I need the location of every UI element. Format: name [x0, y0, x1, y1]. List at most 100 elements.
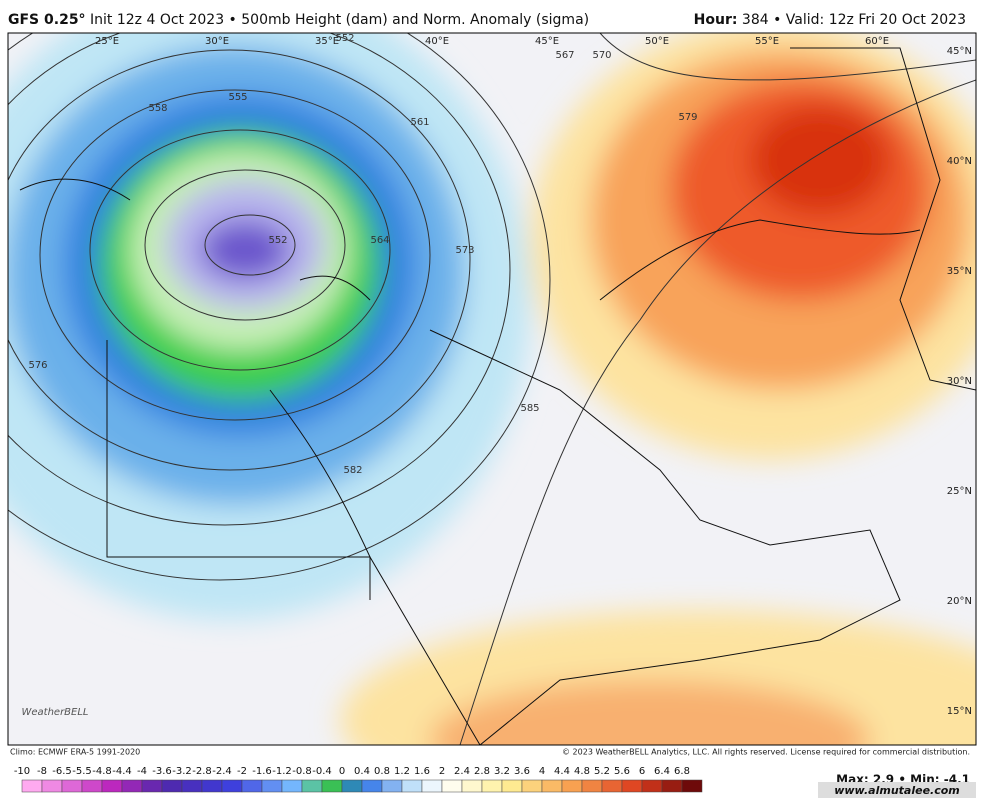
colorbar-label: 3.6: [514, 766, 530, 777]
colorbar-label: -2.4: [212, 766, 232, 777]
longitude-label: 50°E: [645, 36, 669, 47]
contour-label: 561: [410, 117, 429, 128]
colorbar-label: -1.2: [272, 766, 292, 777]
colorbar-label: 3.2: [494, 766, 510, 777]
colorbar-label: 2.4: [454, 766, 470, 777]
colorbar-label: 4.4: [554, 766, 570, 777]
longitude-label: 25°E: [95, 36, 119, 47]
contour-label: 579: [678, 112, 697, 123]
borders: [19, 47, 976, 745]
contour-label: 552: [335, 33, 354, 44]
border: [269, 389, 481, 745]
colorbar-swatch: [481, 779, 503, 793]
contour-label: 582: [343, 465, 362, 476]
colorbar-swatch: [621, 779, 643, 793]
contour-label: 585: [520, 403, 539, 414]
longitude-label: 30°E: [205, 36, 229, 47]
colorbar-label: -4.8: [92, 766, 112, 777]
header-left: GFS 0.25° Init 12z 4 Oct 2023 • 500mb He…: [8, 12, 589, 28]
colorbar-swatch: [401, 779, 423, 793]
climo: Climo: ECMWF ERA-5 1991-2020: [10, 748, 140, 757]
copyright: © 2023 WeatherBELL Analytics, LLC. All r…: [562, 748, 970, 757]
contour-label: 567: [555, 50, 574, 61]
latitude-label: 35°N: [947, 266, 972, 277]
map-frame: [7, 32, 977, 746]
header-text: Init 12z 4 Oct 2023 • 500mb Height (dam)…: [90, 12, 589, 28]
colorbar-swatch: [321, 779, 343, 793]
watermark-bg: [818, 782, 976, 798]
latitude-label: 20°N: [947, 596, 972, 607]
longitude-label: 35°E: [315, 36, 339, 47]
colorbar-label: 1.6: [414, 766, 430, 777]
colorbar-swatch: [161, 779, 183, 793]
field-purple: [200, 220, 290, 280]
colorbar-label: -0.8: [292, 766, 312, 777]
colorbar-swatch: [581, 779, 603, 793]
colorbar: -10 -8 -6.5 -5.5 -4.8 -4.4 -4 -3.6 -3.2 -2.8 -2.4-…: [14, 766, 703, 793]
colorbar-label: 6.8: [674, 766, 690, 777]
colorbar-label: -10: [14, 766, 30, 777]
colorbar-swatch: [301, 779, 323, 793]
colorbar-swatch: [241, 779, 263, 793]
contour-label: 558: [148, 103, 167, 114]
colorbar-label: -3.2: [172, 766, 192, 777]
border: [599, 219, 921, 301]
colorbar-swatch: [81, 779, 103, 793]
colorbar-label: 0.4: [354, 766, 370, 777]
contour: [8, 49, 471, 471]
model: GFS 0.25°: [8, 12, 86, 28]
watermark: www.almutalee.com: [834, 784, 960, 797]
colorbar-swatch: [141, 779, 163, 793]
contour-label: 573: [455, 245, 474, 256]
latitude-label: 15°N: [947, 706, 972, 717]
contour-label: 576: [28, 360, 47, 371]
colorbar-swatch: [181, 779, 203, 793]
border: [790, 47, 976, 391]
contour: [8, 33, 511, 526]
contour: [599, 33, 976, 81]
colorbar-swatch: [421, 779, 443, 793]
colorbar-swatch: [281, 779, 303, 793]
colorbar-swatch: [501, 779, 523, 793]
colorbar-label: 2: [439, 766, 445, 777]
colorbar-label: 1.2: [394, 766, 410, 777]
colorbar-swatch: [441, 779, 463, 793]
latitude-label: 30°N: [947, 376, 972, 387]
contour-label: 555: [228, 92, 247, 103]
contour-label: 564: [370, 235, 389, 246]
colorbar-swatch: [521, 779, 543, 793]
colorbar-label: -6.5: [52, 766, 72, 777]
colorbar-label: -0.4: [312, 766, 332, 777]
colorbar-swatch: [641, 779, 663, 793]
longitude-label: 45°E: [535, 36, 559, 47]
contour: [459, 79, 976, 745]
colorbar-label: -2.8: [192, 766, 212, 777]
contour-label: 570: [592, 50, 611, 61]
colorbar-swatch: [121, 779, 143, 793]
contour: [8, 33, 551, 581]
colorbar-label: 4: [539, 766, 545, 777]
longitude-label: 55°E: [755, 36, 779, 47]
colorbar-label: -8: [37, 766, 47, 777]
colorbar-label: -2: [237, 766, 247, 777]
colorbar-label: 6.4: [654, 766, 670, 777]
colorbar-label: 0.8: [374, 766, 390, 777]
border: [429, 329, 901, 745]
colorbar-swatch: [61, 779, 83, 793]
border: [19, 178, 371, 301]
colorbar-swatch: [661, 779, 683, 793]
colorbar-swatch: [101, 779, 123, 793]
contour: [39, 89, 431, 421]
colorbar-swatch: [461, 779, 483, 793]
colorbar-label: 0: [339, 766, 345, 777]
colorbar-label: 6: [639, 766, 645, 777]
colorbar-swatch: [541, 779, 563, 793]
colorbar-swatch: [361, 779, 383, 793]
latitude-label: 45°N: [947, 46, 972, 57]
colorbar-swatch: [41, 779, 63, 793]
valid-text: 384 • Valid: 12z Fri 20 Oct 2023: [742, 12, 966, 28]
longitude-label: 40°E: [425, 36, 449, 47]
colorbar-label: -1.6: [252, 766, 272, 777]
colorbar-label: -5.5: [72, 766, 92, 777]
